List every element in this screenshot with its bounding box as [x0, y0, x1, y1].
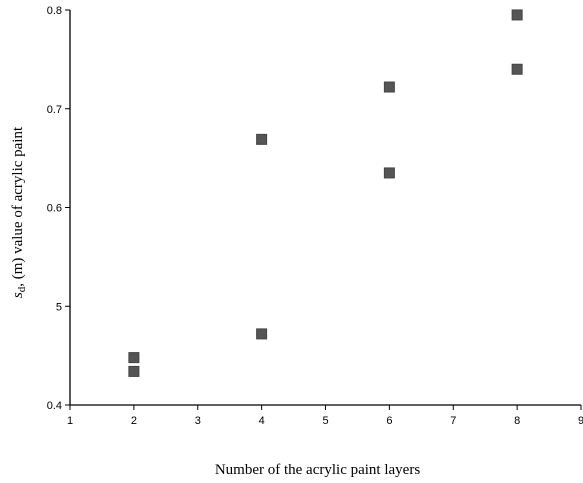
axes [69, 10, 581, 406]
x-tick-label: 7 [450, 415, 456, 427]
data-points [128, 9, 523, 377]
y-tick-label: 0.8 [47, 5, 62, 17]
y-tick-label: 0.4 [47, 400, 62, 412]
data-point-marker [511, 9, 523, 21]
y-tick-label: 5 [56, 301, 62, 313]
data-point-marker [511, 63, 523, 75]
x-tick-label: 2 [131, 415, 137, 427]
data-point-marker [383, 167, 395, 179]
y-axis-title-rest: , (m) value of acrylic paint [10, 126, 26, 287]
x-tick-label: 9 [578, 415, 583, 427]
x-tick-label: 1 [67, 415, 73, 427]
x-tick-label: 5 [322, 415, 328, 427]
x-tick-label: 3 [195, 415, 201, 427]
y-axis-title: sd, (m) value of acrylic paint [10, 126, 28, 298]
x-ticks: 1 2 3 4 5 6 7 8 9 [67, 405, 583, 427]
y-axis-title-subscript: d [16, 286, 28, 292]
x-axis-title: Number of the acrylic paint layers [215, 462, 420, 478]
data-point-marker [128, 365, 140, 377]
y-axis-title-symbol: s [10, 292, 26, 298]
x-tick-label: 8 [514, 415, 520, 427]
x-tick-label: 6 [386, 415, 392, 427]
data-point-marker [256, 328, 268, 340]
data-point-marker [256, 133, 268, 145]
data-point-marker [383, 81, 395, 93]
x-tick-label: 4 [259, 415, 265, 427]
y-tick-label: 0.7 [47, 104, 62, 116]
y-ticks: 0.4 5 0.6 0.7 0.8 [47, 5, 70, 412]
data-point-marker [128, 352, 140, 364]
y-tick-label: 0.6 [47, 203, 62, 215]
